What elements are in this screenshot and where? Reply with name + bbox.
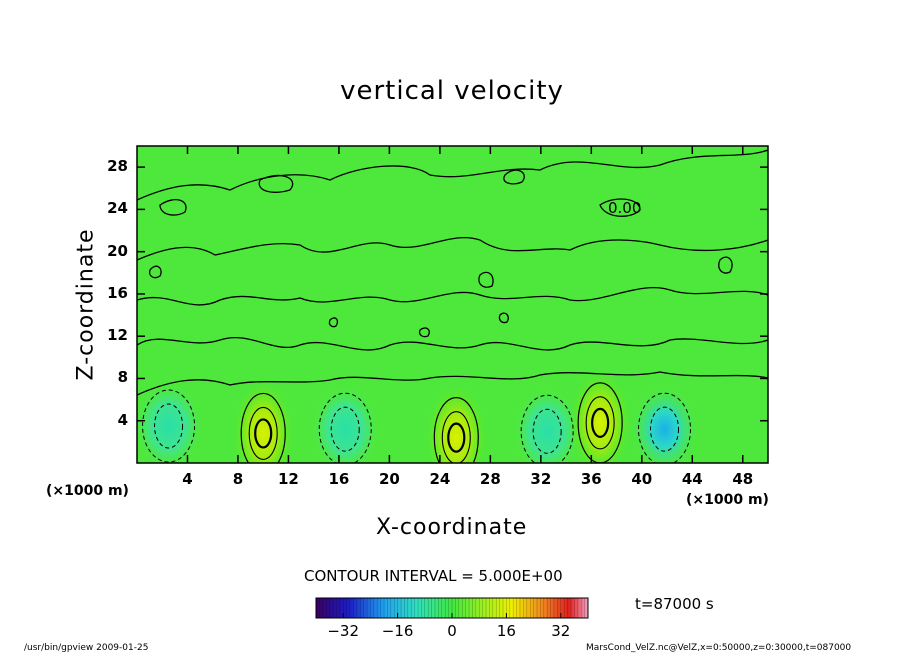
- x-tick-label: 4: [182, 470, 193, 488]
- updraft-contour: [441, 411, 471, 463]
- downdraft-contour: [520, 394, 574, 463]
- downdraft-contour: [638, 392, 692, 463]
- updraft-contour: [254, 418, 273, 449]
- updraft-contour: [433, 397, 479, 463]
- x-tick-label: 8: [232, 470, 244, 488]
- x-tick-label: 12: [278, 470, 299, 488]
- plot-frame: [136, 145, 769, 464]
- time-label: t=87000 s: [635, 595, 714, 613]
- x-tick-label: 32: [530, 470, 552, 488]
- x-tick-label: 20: [378, 470, 400, 488]
- colorbar-tick-label: −16: [381, 622, 414, 640]
- y-unit-label: (×1000 m): [46, 483, 129, 499]
- updraft-contour: [585, 396, 615, 450]
- downdraft-region: [137, 382, 203, 463]
- downdraft-contour: [318, 392, 372, 463]
- contour-label: 0.00: [608, 199, 641, 217]
- y-tick-label: 12: [107, 326, 128, 345]
- x-tick-label: 24: [429, 470, 451, 488]
- footer-right: MarsCond_VelZ.nc@VelZ,x=0:50000,z=0:3000…: [586, 643, 852, 653]
- x-tick-label: 28: [479, 470, 501, 488]
- updraft-contour: [591, 407, 610, 438]
- colorbar-tick-label: 32: [551, 622, 571, 640]
- updraft-contour: [240, 392, 286, 463]
- contour-interval-label: CONTOUR INTERVAL = 5.000E+00: [304, 567, 563, 585]
- x-tick-label: 48: [732, 470, 754, 488]
- updraft-contour: [447, 422, 466, 453]
- colorbar-tick-label: −32: [327, 622, 360, 640]
- x-axis-title: X-coordinate: [376, 515, 528, 540]
- downdraft-contour: [650, 406, 680, 452]
- updraft-region: [233, 381, 294, 463]
- y-tick-label: 20: [107, 241, 128, 260]
- y-tick-label: 24: [107, 199, 128, 218]
- downdraft-region: [513, 387, 582, 463]
- x-tick-label: 44: [681, 470, 703, 488]
- downdraft-contour: [330, 406, 360, 452]
- updraft-contour: [248, 406, 278, 460]
- x-tick-label: 40: [631, 470, 653, 488]
- downdraft-contour: [532, 408, 562, 454]
- downdraft-contour: [154, 403, 184, 449]
- chart-title: vertical velocity: [340, 76, 564, 106]
- x-tick-label: 36: [580, 470, 602, 488]
- y-axis-title: Z-coordinate: [73, 228, 99, 381]
- colorbar-tick-label: 16: [496, 622, 516, 640]
- x-unit-label: (×1000 m): [686, 492, 769, 508]
- y-tick-label: 28: [107, 157, 128, 176]
- updraft-region: [570, 370, 631, 463]
- y-tick-label: 4: [117, 410, 128, 429]
- downdraft-region: [630, 385, 699, 463]
- y-tick-label: 8: [117, 368, 128, 387]
- y-tick-label: 16: [107, 283, 128, 302]
- downdraft-contour: [142, 389, 196, 463]
- footer-left: /usr/bin/gpview 2009-01-25: [24, 643, 149, 653]
- x-tick-label: 16: [328, 470, 350, 488]
- downdraft-region: [311, 385, 380, 463]
- colorbar-tick-label: 0: [447, 622, 457, 640]
